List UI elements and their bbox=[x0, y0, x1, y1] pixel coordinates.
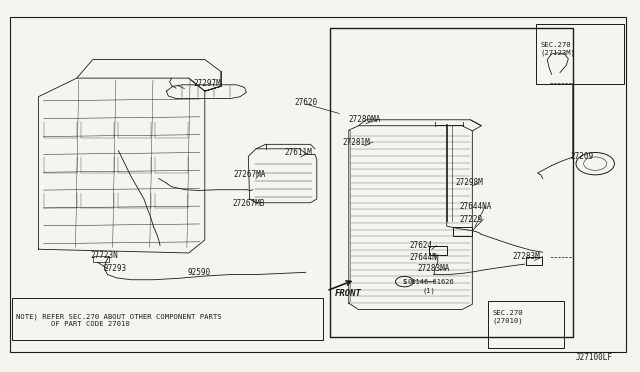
Text: (1): (1) bbox=[422, 288, 435, 294]
Text: 27293: 27293 bbox=[104, 264, 127, 273]
Text: 27620: 27620 bbox=[294, 98, 317, 107]
Text: 27267MA: 27267MA bbox=[234, 170, 266, 179]
Text: NOTE) REFER SEC.270 ABOUT OTHER COMPONENT PARTS
        OF PART CODE 27010: NOTE) REFER SEC.270 ABOUT OTHER COMPONEN… bbox=[16, 313, 221, 327]
Text: 27267MB: 27267MB bbox=[232, 199, 265, 208]
Text: 27298M: 27298M bbox=[456, 178, 483, 187]
Text: 92590: 92590 bbox=[188, 268, 211, 277]
Text: 27283M: 27283M bbox=[512, 252, 540, 261]
Text: 27723N: 27723N bbox=[91, 251, 118, 260]
Text: J27100LF: J27100LF bbox=[576, 353, 613, 362]
Bar bbox=[453, 227, 472, 236]
Text: 27297M: 27297M bbox=[193, 79, 221, 88]
Text: 27624: 27624 bbox=[410, 241, 433, 250]
Bar bbox=[526, 257, 542, 265]
Text: 27644NA: 27644NA bbox=[460, 202, 492, 211]
Text: 27209: 27209 bbox=[571, 152, 594, 161]
Bar bbox=[429, 246, 447, 255]
Text: 27283MA: 27283MA bbox=[418, 264, 451, 273]
Text: 27229: 27229 bbox=[460, 215, 483, 224]
Text: 27281M: 27281M bbox=[342, 138, 370, 147]
Bar bbox=[93, 256, 109, 262]
Text: 08146-61626: 08146-61626 bbox=[408, 279, 454, 285]
Text: 27644N: 27644N bbox=[410, 253, 437, 262]
Text: SEC.270
(27123M): SEC.270 (27123M) bbox=[541, 42, 576, 56]
Text: SEC.270
(27010): SEC.270 (27010) bbox=[493, 310, 524, 324]
Text: FRONT: FRONT bbox=[335, 289, 362, 298]
Text: S: S bbox=[403, 279, 406, 285]
Bar bbox=[330, 28, 573, 337]
Bar bbox=[12, 298, 323, 340]
Text: 27280MA: 27280MA bbox=[349, 115, 381, 124]
Bar bbox=[10, 17, 626, 352]
Text: 27611M: 27611M bbox=[285, 148, 312, 157]
Bar bbox=[536, 24, 624, 84]
Bar bbox=[488, 301, 564, 348]
